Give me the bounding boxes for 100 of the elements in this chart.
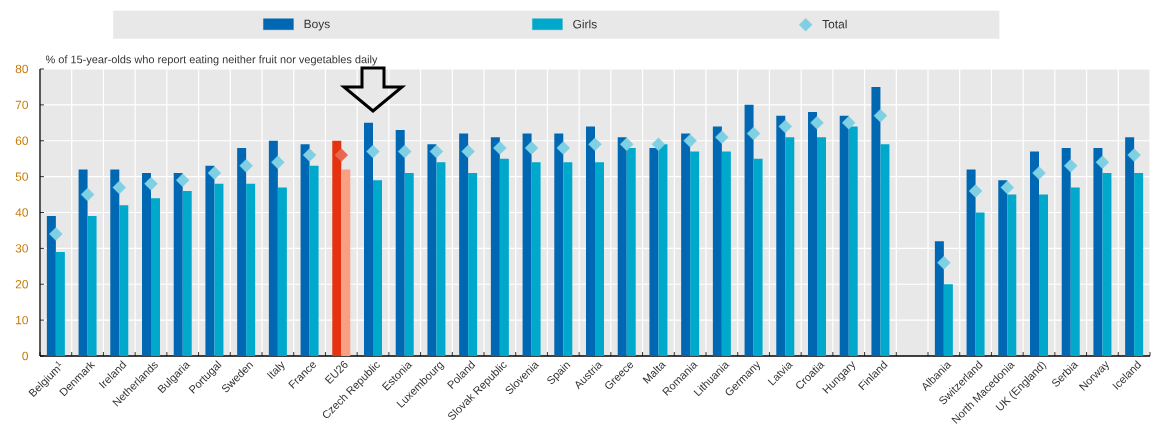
bar <box>490 137 500 356</box>
bar <box>817 137 826 356</box>
bar <box>808 112 817 356</box>
point <box>683 134 697 148</box>
bar <box>975 212 985 356</box>
bar <box>205 165 215 356</box>
bar <box>966 169 976 356</box>
legend-label: Girls <box>573 19 597 29</box>
bar <box>237 147 247 356</box>
bar <box>373 180 382 356</box>
bar <box>436 162 446 356</box>
bar <box>617 137 627 356</box>
bar <box>1125 137 1135 356</box>
y-tick-label: 0 <box>22 351 29 361</box>
bar <box>554 133 564 356</box>
bar <box>332 140 342 356</box>
bar <box>214 183 224 356</box>
y-tick-label: 40 <box>15 208 29 217</box>
bar <box>753 158 763 356</box>
point <box>778 119 792 134</box>
bar <box>690 151 700 356</box>
bar <box>880 144 890 356</box>
bar <box>300 144 310 356</box>
bar <box>943 284 953 356</box>
bar <box>785 137 795 356</box>
point <box>715 130 729 144</box>
point <box>588 137 602 152</box>
point <box>810 116 824 130</box>
bar <box>499 158 509 356</box>
bar <box>468 173 478 356</box>
bar <box>586 126 595 356</box>
point <box>80 187 95 202</box>
bar <box>1070 187 1080 356</box>
y-tick-label: 70 <box>15 100 29 110</box>
point <box>1064 159 1078 173</box>
bar <box>341 169 351 356</box>
point <box>556 141 570 155</box>
point <box>524 141 539 155</box>
bar <box>934 241 944 356</box>
bar <box>522 133 532 356</box>
point <box>493 141 507 155</box>
bar <box>46 216 56 356</box>
bar <box>839 115 849 356</box>
bar <box>1061 147 1071 356</box>
bar <box>649 147 659 356</box>
bar <box>721 151 731 356</box>
point <box>334 148 348 162</box>
bar <box>681 133 691 356</box>
point <box>239 159 253 173</box>
point <box>968 184 983 198</box>
y-tick-label: 50 <box>15 172 29 181</box>
bar <box>1093 147 1103 356</box>
bar <box>268 140 278 356</box>
point <box>873 108 888 123</box>
bar <box>78 169 88 356</box>
bar <box>1039 194 1048 356</box>
bar <box>246 183 256 356</box>
bar <box>182 190 192 356</box>
point <box>1032 166 1046 180</box>
bar <box>142 173 151 356</box>
point <box>620 137 634 152</box>
point <box>398 144 412 159</box>
point <box>144 177 158 191</box>
bar <box>658 144 668 356</box>
bar <box>998 180 1008 356</box>
bar <box>277 187 287 356</box>
bar <box>626 147 636 356</box>
bar <box>1102 173 1112 356</box>
point <box>651 137 666 152</box>
y-tick-label: 60 <box>15 136 29 145</box>
bar <box>55 251 65 356</box>
point <box>746 126 761 141</box>
bar <box>404 173 414 356</box>
bar <box>776 115 786 356</box>
point <box>49 227 63 241</box>
bar <box>309 165 319 356</box>
bar <box>848 126 858 356</box>
point <box>1000 180 1014 195</box>
bar <box>459 133 469 356</box>
point <box>302 148 317 162</box>
bar <box>151 198 160 356</box>
bar <box>364 122 373 356</box>
x-tick-label: Italy <box>266 361 285 379</box>
bar <box>110 169 120 356</box>
legend-label: Boys <box>304 19 330 31</box>
bar <box>1134 173 1144 356</box>
y-tick-label: 20 <box>15 280 29 289</box>
bar <box>1007 194 1017 356</box>
y-tick-label: 80 <box>15 64 29 74</box>
point <box>271 155 285 169</box>
bar <box>427 144 437 356</box>
point <box>1127 148 1141 162</box>
bar <box>87 216 97 356</box>
bar <box>712 126 722 356</box>
y-tick-label: 30 <box>15 244 29 253</box>
point <box>937 256 951 270</box>
point <box>366 144 380 159</box>
point <box>1095 155 1110 169</box>
bar <box>1030 151 1039 356</box>
point <box>842 116 856 130</box>
